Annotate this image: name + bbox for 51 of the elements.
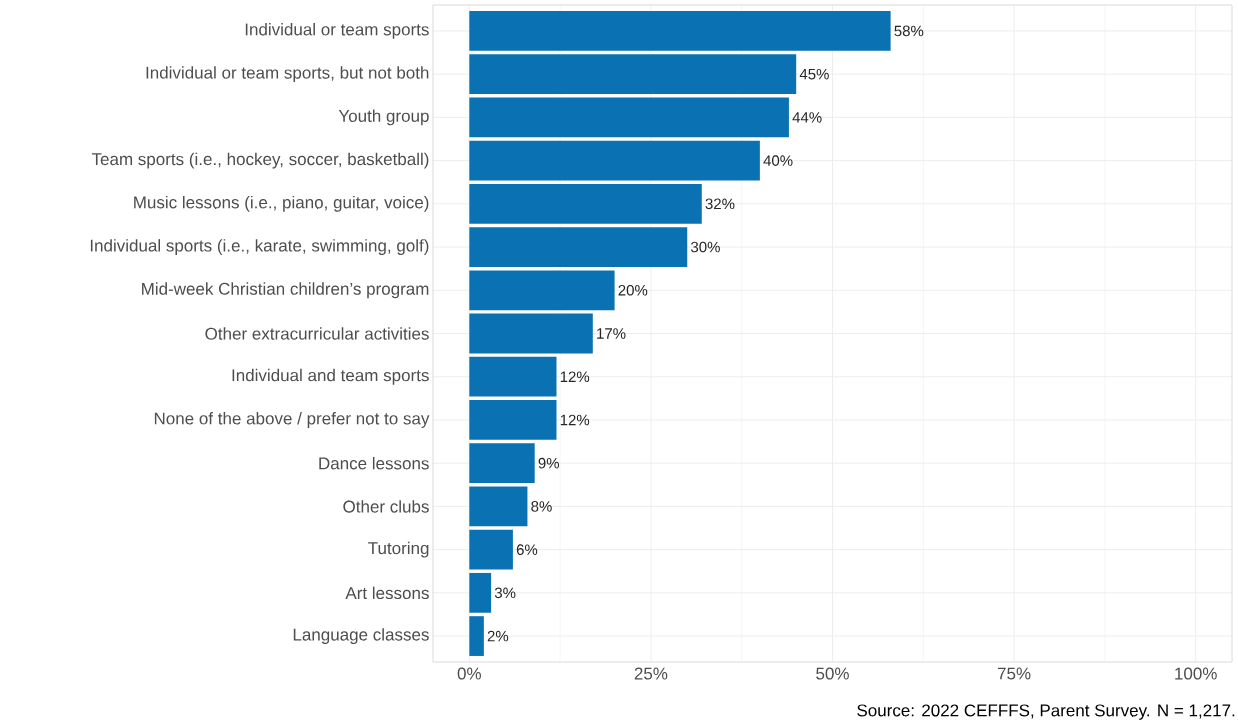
y-tick-label: Music lessons (i.e., piano, guitar, voice) <box>134 195 429 212</box>
data-label: 20% <box>618 284 648 296</box>
bar <box>469 227 688 267</box>
data-label: 40% <box>763 155 793 166</box>
bar <box>469 572 492 613</box>
y-tick-label: None of the above / prefer not to say <box>154 412 430 428</box>
y-tick-label: Art lessons <box>345 586 429 600</box>
bar <box>469 140 760 181</box>
y-tick-label: Individual and team sports <box>232 368 429 385</box>
data-label: 8% <box>531 501 552 512</box>
y-tick-label: Team sports (i.e., hockey, soccer, basketball) <box>91 152 429 169</box>
bar <box>469 97 789 138</box>
y-tick-label: Individual sports (i.e., karate, swimming, golf) <box>90 239 429 255</box>
y-tick-label: Individual or team sports, but not both <box>146 66 429 83</box>
data-label: 58% <box>894 25 924 37</box>
data-label: 17% <box>597 328 626 339</box>
data-label: 3% <box>494 587 516 599</box>
bar <box>469 486 528 527</box>
bar <box>469 270 615 311</box>
bar <box>469 54 797 95</box>
data-label: 2% <box>487 630 509 642</box>
y-tick-label: Individual or team sports <box>245 23 429 39</box>
x-tick-label: 50% <box>816 667 849 680</box>
bar <box>469 183 702 224</box>
bar <box>469 356 557 397</box>
y-tick-label: Other clubs <box>343 500 429 513</box>
data-label: 30% <box>691 241 720 253</box>
bar <box>469 529 513 570</box>
data-label: 32% <box>705 198 735 210</box>
bar <box>469 11 891 51</box>
bar <box>469 443 535 484</box>
x-tick-label: 100% <box>1175 667 1217 680</box>
y-tick-label: Youth group <box>338 109 429 126</box>
y-tick-label: Dance lessons <box>319 456 429 470</box>
x-tick-label: 25% <box>634 667 668 680</box>
data-label: 12% <box>560 371 590 383</box>
bar <box>469 313 593 354</box>
bar <box>469 616 484 656</box>
data-label: 9% <box>538 457 560 469</box>
x-tick-label: 0% <box>457 667 481 680</box>
source-note: Source: 2022 CEFFFS, Parent Survey. N = 1,217. <box>857 704 1235 720</box>
data-label: 44% <box>792 112 822 123</box>
y-tick-label: Language classes <box>293 628 429 644</box>
data-label: 12% <box>560 414 590 426</box>
y-tick-label: Other extracurricular activities <box>205 327 429 340</box>
data-label: 6% <box>516 544 538 555</box>
x-tick-label: 75% <box>997 667 1031 680</box>
y-tick-label: Tutoring <box>368 541 429 558</box>
data-label: 45% <box>799 68 829 80</box>
bar <box>469 400 557 440</box>
y-tick-label: Mid-week Christian children’s program <box>142 282 429 299</box>
